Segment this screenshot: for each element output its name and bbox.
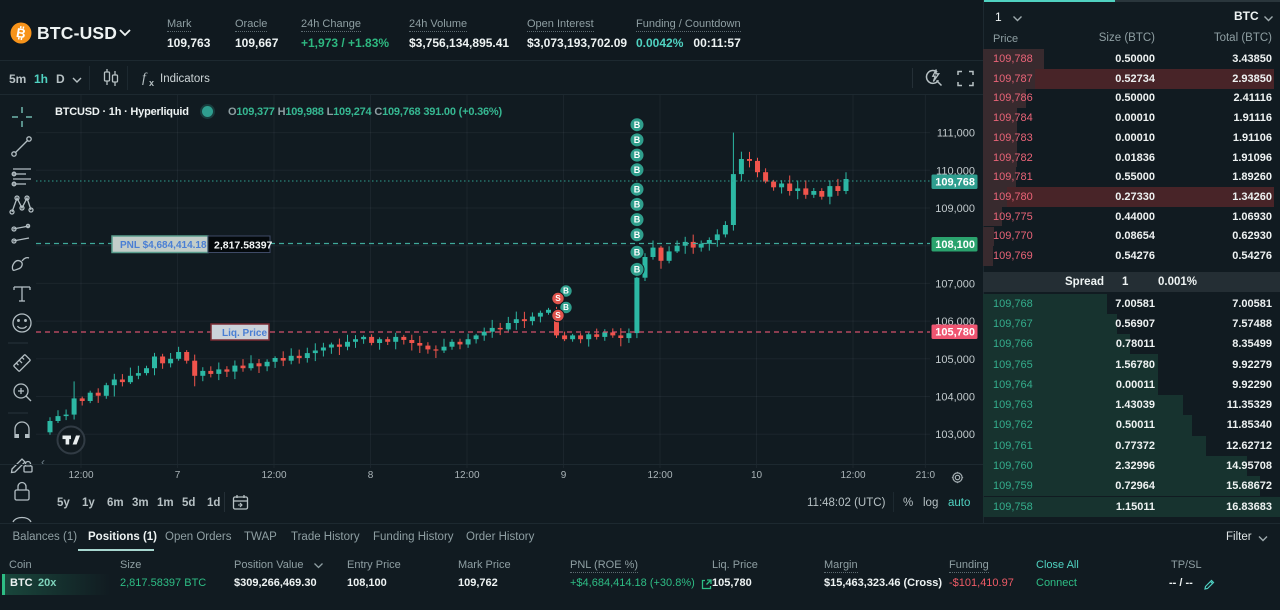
- svg-text:B: B: [634, 120, 641, 130]
- svg-text:PNL $4,684,414.18: PNL $4,684,414.18: [120, 240, 207, 251]
- svg-text:B: B: [15, 25, 27, 41]
- svg-text:107,000: 107,000: [935, 278, 975, 290]
- svg-text:108,100: 108,100: [935, 239, 975, 251]
- svg-text:B: B: [563, 287, 569, 296]
- svg-text:109,000: 109,000: [935, 203, 975, 215]
- svg-text:B: B: [634, 165, 641, 175]
- svg-text:103,000: 103,000: [935, 429, 975, 441]
- svg-text:111,000: 111,000: [937, 128, 975, 140]
- svg-text:Liq. Price: Liq. Price: [222, 328, 267, 339]
- svg-text:109,768: 109,768: [935, 177, 975, 189]
- svg-text:105,000: 105,000: [935, 354, 975, 366]
- svg-text:B: B: [634, 150, 641, 160]
- svg-text:B: B: [634, 184, 641, 194]
- svg-text:B: B: [563, 303, 569, 312]
- svg-text:f: f: [142, 71, 148, 86]
- svg-text:S: S: [555, 294, 561, 303]
- svg-text:B: B: [634, 215, 641, 225]
- svg-text:2,817.58397: 2,817.58397: [214, 240, 273, 252]
- svg-text:B: B: [634, 230, 641, 240]
- svg-text:110,000: 110,000: [936, 165, 975, 177]
- svg-text:B: B: [634, 199, 641, 209]
- svg-text:S: S: [555, 311, 561, 320]
- svg-text:B: B: [634, 247, 641, 257]
- svg-text:x: x: [149, 78, 154, 88]
- svg-text:B: B: [634, 135, 641, 145]
- svg-text:105,780: 105,780: [935, 327, 975, 339]
- svg-text:104,000: 104,000: [935, 392, 975, 404]
- svg-text:B: B: [634, 264, 641, 274]
